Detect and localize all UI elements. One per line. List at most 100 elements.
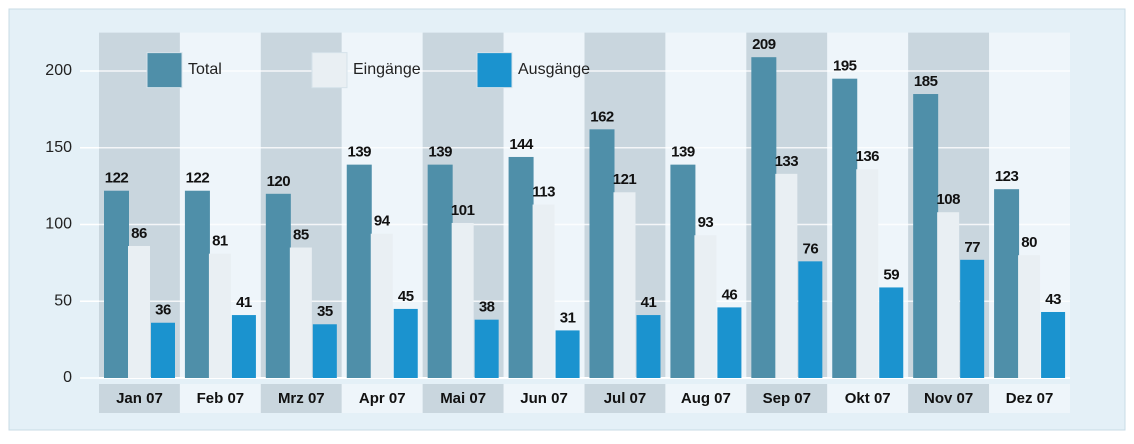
bar bbox=[346, 164, 372, 378]
value-label: 59 bbox=[883, 266, 899, 283]
value-label: 86 bbox=[131, 225, 147, 242]
bar bbox=[636, 315, 661, 378]
bar bbox=[856, 169, 879, 378]
x-tick-label: Nov 07 bbox=[924, 390, 973, 407]
bar bbox=[1018, 255, 1041, 378]
bar bbox=[555, 330, 580, 378]
y-tick-label: 150 bbox=[45, 139, 72, 156]
value-label: 195 bbox=[833, 58, 857, 75]
value-label: 136 bbox=[855, 148, 879, 165]
bar bbox=[128, 245, 150, 378]
bar bbox=[717, 307, 742, 378]
bar bbox=[508, 156, 534, 378]
category-band bbox=[422, 384, 504, 413]
value-label: 185 bbox=[914, 73, 938, 90]
bar bbox=[474, 319, 499, 378]
value-label: 123 bbox=[995, 168, 1019, 185]
bar bbox=[532, 204, 555, 378]
bar bbox=[775, 173, 798, 378]
y-tick-label: 100 bbox=[45, 216, 72, 233]
value-label: 76 bbox=[802, 240, 818, 257]
value-label: 38 bbox=[479, 299, 495, 316]
category-band bbox=[584, 384, 666, 413]
bar bbox=[589, 129, 615, 378]
bar bbox=[832, 78, 858, 379]
category-band bbox=[503, 384, 585, 413]
bar bbox=[208, 253, 231, 378]
value-label: 45 bbox=[398, 288, 414, 305]
bar bbox=[694, 235, 717, 378]
value-label: 209 bbox=[752, 36, 776, 53]
bar bbox=[427, 164, 453, 378]
x-tick-label: Mai 07 bbox=[440, 390, 486, 407]
bar bbox=[879, 287, 904, 378]
value-label: 120 bbox=[267, 173, 291, 190]
value-label: 46 bbox=[722, 286, 738, 303]
x-tick-label: Okt 07 bbox=[845, 390, 891, 407]
legend-label: Total bbox=[188, 61, 222, 78]
legend-swatch bbox=[476, 52, 513, 89]
category-band bbox=[827, 384, 909, 413]
x-tick-label: Sep 07 bbox=[763, 390, 811, 407]
category-band bbox=[746, 384, 828, 413]
legend-swatch bbox=[311, 52, 348, 89]
value-label: 139 bbox=[428, 144, 452, 161]
value-label: 133 bbox=[775, 153, 799, 170]
value-label: 122 bbox=[186, 170, 210, 187]
value-label: 31 bbox=[560, 309, 576, 326]
legend-label: Ausgänge bbox=[518, 61, 590, 78]
category-band bbox=[908, 384, 990, 413]
category-band bbox=[665, 384, 747, 413]
category-band bbox=[99, 384, 180, 413]
value-label: 85 bbox=[293, 226, 309, 243]
value-label: 139 bbox=[347, 144, 371, 161]
bar bbox=[913, 94, 939, 379]
category-band bbox=[179, 384, 261, 413]
bar bbox=[289, 247, 312, 378]
bar bbox=[151, 322, 175, 378]
bar bbox=[184, 190, 210, 378]
value-label: 93 bbox=[698, 214, 714, 231]
value-label: 80 bbox=[1021, 234, 1037, 251]
bar bbox=[104, 190, 129, 378]
value-label: 144 bbox=[509, 136, 534, 153]
value-label: 81 bbox=[212, 233, 228, 250]
bar bbox=[994, 189, 1020, 378]
value-label: 113 bbox=[532, 184, 555, 201]
legend-label: Eingänge bbox=[353, 61, 421, 78]
y-tick-label: 200 bbox=[45, 62, 72, 79]
x-tick-label: Jan 07 bbox=[116, 390, 163, 407]
value-label: 101 bbox=[451, 202, 475, 219]
x-tick-label: Dez 07 bbox=[1006, 390, 1054, 407]
category-band bbox=[989, 384, 1070, 413]
bar bbox=[370, 233, 393, 378]
y-tick-label: 50 bbox=[54, 292, 72, 309]
legend-swatch bbox=[146, 52, 183, 89]
bar bbox=[798, 261, 823, 378]
bar bbox=[960, 259, 985, 378]
value-label: 162 bbox=[590, 108, 614, 125]
value-label: 108 bbox=[936, 191, 960, 208]
value-label: 41 bbox=[641, 294, 657, 311]
value-label: 35 bbox=[317, 303, 333, 320]
x-tick-label: Apr 07 bbox=[359, 390, 406, 407]
bar bbox=[1041, 311, 1066, 378]
bar bbox=[670, 164, 696, 378]
value-label: 94 bbox=[374, 213, 391, 230]
bar bbox=[265, 193, 291, 378]
category-band bbox=[260, 384, 342, 413]
x-tick-label: Mrz 07 bbox=[278, 390, 325, 407]
bar bbox=[613, 192, 636, 378]
value-label: 41 bbox=[236, 294, 252, 311]
value-label: 139 bbox=[671, 144, 695, 161]
value-label: 77 bbox=[964, 239, 980, 256]
bar bbox=[751, 57, 777, 379]
value-label: 121 bbox=[613, 171, 637, 188]
x-tick-label: Jul 07 bbox=[604, 390, 647, 407]
bar bbox=[451, 222, 474, 378]
value-label: 122 bbox=[105, 170, 129, 187]
x-tick-label: Feb 07 bbox=[197, 390, 245, 407]
value-label: 43 bbox=[1045, 291, 1061, 308]
bar bbox=[937, 212, 960, 378]
